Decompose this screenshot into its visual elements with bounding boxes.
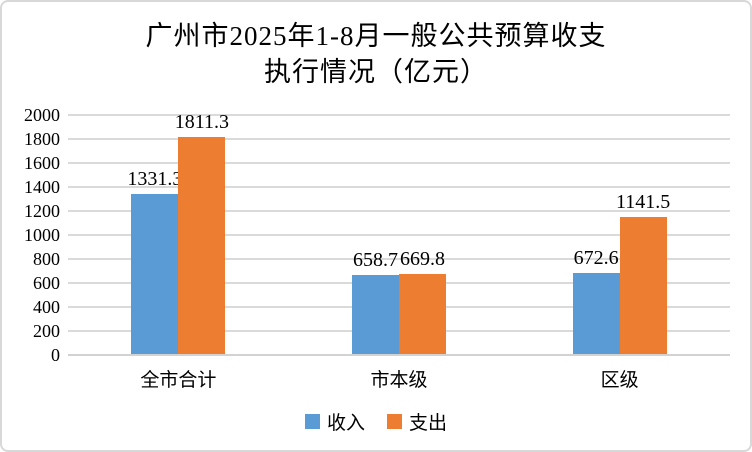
y-tick-label: 2000	[24, 105, 60, 125]
gridline	[68, 138, 730, 140]
y-tick-label: 0	[51, 345, 60, 365]
category-label: 全市合计	[140, 370, 217, 391]
bar	[572, 273, 620, 354]
gridline	[68, 234, 730, 236]
data-label: 1141.5	[616, 191, 671, 214]
chart-title: 广州市2025年1-8月一般公共预算收支 执行情况（亿元）	[2, 18, 750, 90]
legend: 收入 支出	[2, 408, 750, 435]
data-label: 672.6	[573, 247, 619, 270]
y-tick-label: 400	[33, 297, 60, 317]
y-tick-label: 1400	[24, 177, 60, 197]
y-tick-label: 1000	[24, 225, 60, 245]
gridline	[68, 210, 730, 212]
bar	[131, 194, 179, 354]
y-tick-label: 600	[33, 273, 60, 293]
bar	[352, 274, 399, 354]
legend-label: 支出	[409, 413, 448, 434]
y-tick-label: 1600	[24, 153, 60, 173]
chart-title-line1: 广州市2025年1-8月一般公共预算收支	[145, 21, 607, 51]
legend-swatch	[304, 414, 320, 429]
y-tick-label: 1800	[24, 129, 60, 149]
y-tick-label: 1200	[24, 201, 60, 221]
gridline	[68, 258, 730, 260]
data-label: 1331.3	[127, 168, 183, 191]
data-label: 1811.3	[174, 110, 229, 133]
y-tick-label: 200	[33, 321, 60, 341]
legend-item: 支出	[387, 408, 447, 435]
y-tick-label: 800	[33, 249, 60, 269]
gridline	[68, 186, 730, 188]
x-axis-line	[68, 354, 730, 356]
data-label: 658.7	[353, 248, 398, 271]
legend-item: 收入	[304, 408, 365, 435]
legend-swatch	[387, 414, 402, 429]
bar	[399, 273, 446, 354]
category-label: 区级	[600, 370, 639, 391]
bar	[178, 136, 226, 354]
bar	[619, 217, 667, 354]
chart-title-line2: 执行情况（亿元）	[264, 57, 488, 87]
category-label: 市本级	[370, 370, 428, 391]
data-label: 669.8	[400, 247, 445, 270]
legend-label: 收入	[326, 413, 365, 434]
plot-area: 1331.3 658.7 672.6 1811.3 669.8 1141.5 全市合计 市本级…	[68, 111, 730, 391]
gridline	[68, 114, 730, 116]
gridline	[68, 162, 730, 164]
